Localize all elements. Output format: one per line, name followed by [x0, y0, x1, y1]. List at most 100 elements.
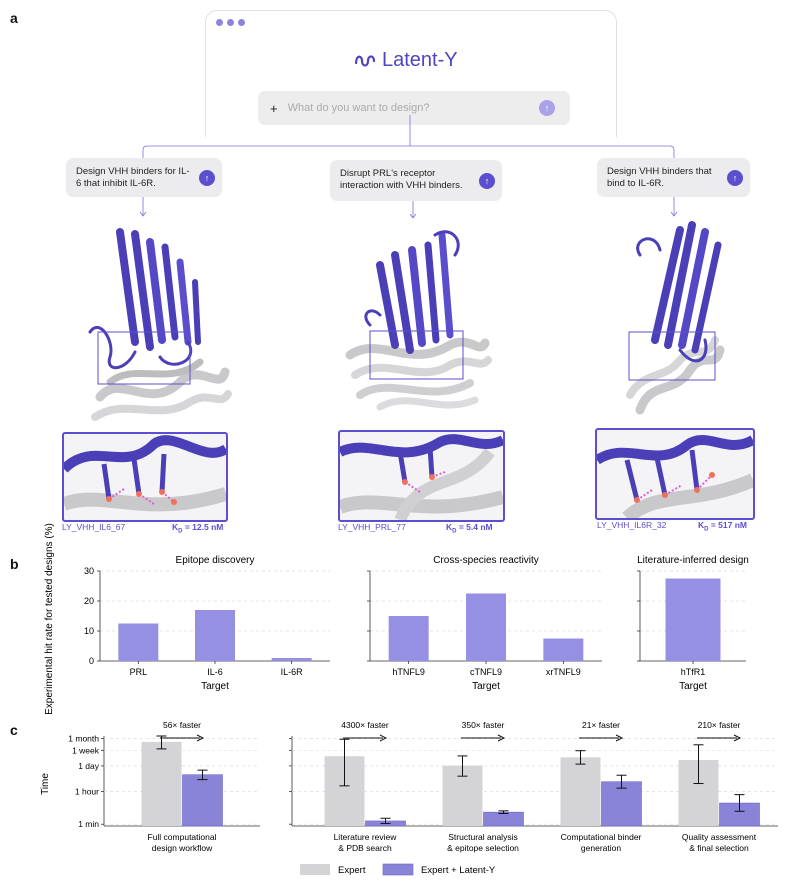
app-window: Latent-Y + What do you want to design? ↑: [205, 10, 617, 137]
design-name-il6: LY_VHH_IL6_67: [62, 522, 126, 532]
latent-bar: [601, 781, 642, 827]
prompt-connector-lines: [139, 115, 678, 219]
hit-rate-charts: Experimental hit rate for tested designs…: [44, 523, 749, 715]
x-axis-label: Target: [201, 681, 229, 692]
category-label: Structural analysis: [448, 832, 517, 842]
y-tick-label: 20: [84, 596, 94, 606]
interface-detail-illustration: [340, 434, 503, 520]
send-icon[interactable]: ↑: [727, 170, 743, 186]
y-tick-label: 1 min: [78, 819, 99, 829]
search-bar[interactable]: + What do you want to design? ↑: [258, 91, 570, 125]
search-input[interactable]: What do you want to design?: [287, 102, 430, 114]
x-axis-label: Target: [472, 681, 500, 692]
category-label: Full computational: [148, 832, 217, 842]
window-dot-icon[interactable]: [216, 19, 223, 26]
window-controls: [216, 19, 245, 26]
x-axis-label: Target: [679, 681, 707, 692]
kd-value-il6r: KD = 517 nM: [698, 520, 747, 533]
send-icon[interactable]: ↑: [199, 170, 215, 186]
x-tick-label: IL-6: [207, 667, 223, 677]
category-label: design workflow: [152, 843, 213, 853]
arrowhead-icon: [615, 734, 624, 742]
legend-swatch-latent: [382, 863, 414, 876]
latent-bar: [483, 811, 524, 827]
latent-wave-icon: [354, 54, 376, 67]
protein-structure-prl: [345, 230, 492, 411]
category-label: & PDB search: [338, 843, 392, 853]
category-label: Literature review: [334, 832, 398, 842]
protein-structure-il6r: [626, 221, 725, 415]
speedup-label: 56× faster: [163, 720, 201, 730]
bar-IL-6R: [271, 658, 312, 661]
hit-rate-chart-1: Epitope discovery 0 10 20 30 PRL IL-6 IL-6R Targ…: [84, 555, 330, 692]
y-tick-label: 1 week: [72, 745, 100, 755]
category-label: generation: [581, 843, 621, 853]
speedup-label: 350× faster: [462, 720, 505, 730]
time-group-2: 4300× faster Literature review& PDB searc…: [324, 720, 406, 853]
speedup-label: 4300× faster: [341, 720, 389, 730]
arrowhead-icon: [379, 734, 388, 742]
time-group-5: 210× faster Quality assessment& final sel…: [678, 720, 760, 853]
arrowhead-icon: [497, 734, 506, 742]
hit-rate-y-axis-label: Experimental hit rate for tested designs…: [44, 523, 55, 715]
bar-cTNFL9: [466, 593, 506, 661]
prompt-card-il6[interactable]: Design VHH binders for IL-6 that inhibit…: [66, 158, 222, 197]
x-tick-label: hTfR1: [681, 667, 706, 677]
send-icon[interactable]: ↑: [479, 173, 495, 189]
legend-label-expert: Expert: [338, 865, 366, 876]
legend-label-latent: Expert + Latent-Y: [421, 865, 496, 876]
category-label: Quality assessment: [682, 832, 757, 842]
speedup-label: 210× faster: [698, 720, 741, 730]
chart-title: Cross-species reactivity: [433, 555, 539, 566]
zoom-interface-il6r: [595, 428, 755, 520]
bar-hTfR1: [665, 578, 721, 661]
design-name-prl: LY_VHH_PRL_77: [338, 522, 406, 532]
design-name-il6r: LY_VHH_IL6R_32: [597, 520, 667, 530]
panel-letter-a: a: [10, 10, 18, 26]
category-label: & final selection: [689, 843, 749, 853]
prompt-card-il6r[interactable]: Design VHH binders that bind to IL-6R. ↑: [597, 158, 750, 197]
bar-xrTNFL9: [543, 638, 584, 661]
x-tick-label: xrTNFL9: [546, 667, 581, 677]
kd-value-il6: KD = 12.5 nM: [172, 522, 224, 535]
y-tick-label: 30: [84, 566, 94, 576]
prompt-text: Disrupt PRL's receptor interaction with …: [340, 168, 463, 191]
legend-swatch-expert: [300, 864, 330, 875]
prompt-text: Design VHH binders for IL-6 that inhibit…: [76, 166, 190, 189]
send-icon[interactable]: ↑: [539, 100, 555, 116]
arrowhead-icon: [733, 734, 742, 742]
window-dot-icon[interactable]: [238, 19, 245, 26]
window-dot-icon[interactable]: [227, 19, 234, 26]
y-tick-label: 1 hour: [75, 786, 99, 796]
time-group-3: 350× faster Structural analysis& epitope …: [442, 720, 524, 853]
expert-bar: [560, 757, 601, 826]
latent-bar: [182, 774, 223, 827]
prompt-text: Design VHH binders that bind to IL-6R.: [607, 166, 712, 189]
kd-value-prl: KD = 5.4 nM: [446, 522, 493, 535]
hit-rate-chart-2: Cross-species reactivity hTNFL9 cTNFL9 xrTN…: [367, 555, 602, 692]
interface-detail-illustration: [597, 435, 753, 518]
plus-icon[interactable]: +: [270, 100, 278, 116]
hit-rate-chart-3: Literature-inferred design hTfR1 Target: [637, 555, 749, 692]
x-tick-label: hTNFL9: [392, 667, 425, 677]
bar-IL-6: [195, 610, 235, 661]
interface-detail-illustration: [64, 435, 226, 512]
y-tick-label: 1 day: [78, 761, 100, 771]
chart-title: Literature-inferred design: [637, 555, 749, 566]
time-y-axis-label: Time: [40, 773, 51, 795]
y-tick-label: 1 month: [68, 734, 99, 744]
arrowhead-icon: [196, 734, 205, 742]
speedup-label: 21× faster: [582, 720, 620, 730]
app-logo: Latent-Y: [354, 49, 458, 72]
x-tick-label: IL-6R: [281, 667, 304, 677]
chart-title: Epitope discovery: [176, 555, 255, 566]
y-tick-label: 0: [89, 656, 94, 666]
bar-hTNFL9: [388, 616, 429, 661]
panel-letter-c: c: [10, 722, 18, 738]
prompt-card-prl[interactable]: Disrupt PRL's receptor interaction with …: [330, 160, 502, 201]
category-label: Computational binder: [561, 832, 642, 842]
